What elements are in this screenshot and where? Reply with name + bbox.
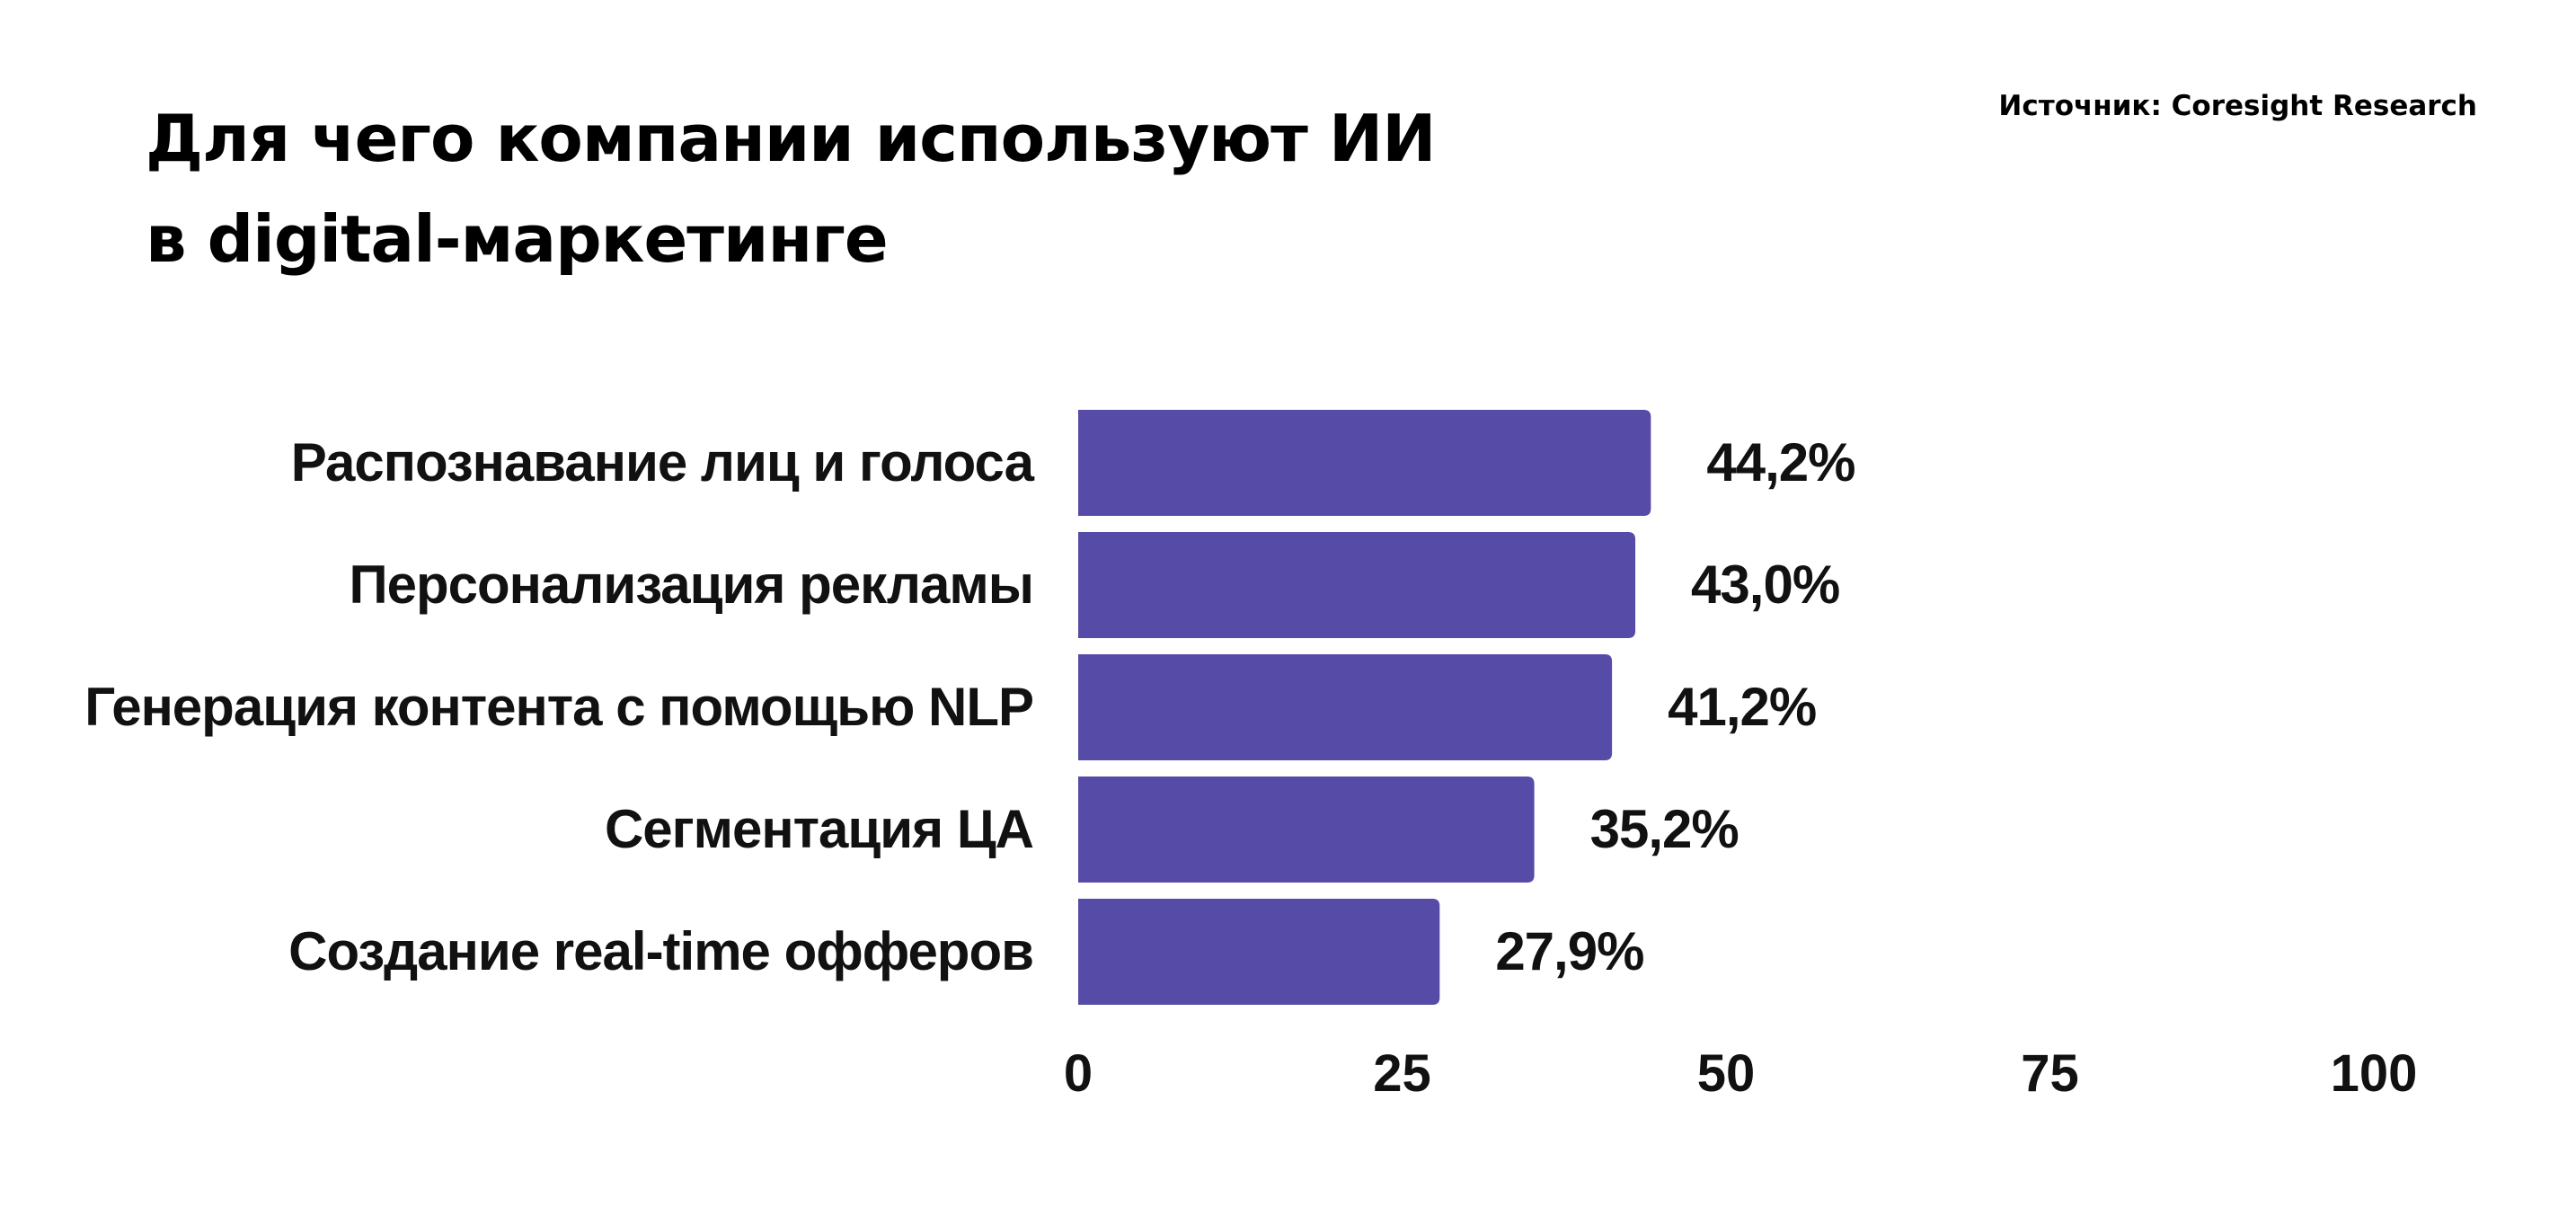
value-labels: 44,2% 43,0% 41,2% 35,2% 27,9% [1495, 432, 1855, 981]
x-axis-tick-labels: 0 25 50 75 100 [1064, 1044, 2418, 1103]
source-note: Источник: Coresight Research [1998, 90, 2477, 122]
x-tick-label: 50 [1697, 1044, 1756, 1103]
category-label: Сегментация ЦА [605, 799, 1033, 859]
x-tick-label: 0 [1064, 1044, 1093, 1103]
bar [1078, 654, 1613, 760]
bar [1078, 899, 1440, 1005]
x-tick-label: 100 [2331, 1044, 2418, 1103]
value-label: 44,2% [1706, 432, 1855, 493]
chart-title-line-2: в digital-маркетинге [146, 201, 889, 277]
chart-title-line-1: Для чего компании используют ИИ [146, 101, 1436, 176]
bars-group [1078, 410, 1651, 1005]
value-label: 41,2% [1668, 677, 1816, 737]
category-label: Распознавание лиц и голоса [291, 432, 1035, 493]
x-tick-label: 25 [1373, 1044, 1431, 1103]
bar [1078, 532, 1636, 638]
value-label: 43,0% [1691, 555, 1839, 615]
x-tick-label: 75 [2021, 1044, 2079, 1103]
bar [1078, 777, 1535, 883]
value-label: 27,9% [1495, 921, 1643, 981]
bar [1078, 410, 1651, 516]
value-label: 35,2% [1590, 799, 1739, 859]
category-label: Генерация контента с помощью NLP [84, 677, 1033, 737]
chart-title: Для чего компании используют ИИ в digita… [146, 88, 1673, 289]
category-label: Персонализация рекламы [349, 555, 1033, 615]
category-labels: Распознавание лиц и голоса Персонализация… [84, 432, 1035, 981]
category-label: Создание real-time офферов [288, 921, 1033, 981]
